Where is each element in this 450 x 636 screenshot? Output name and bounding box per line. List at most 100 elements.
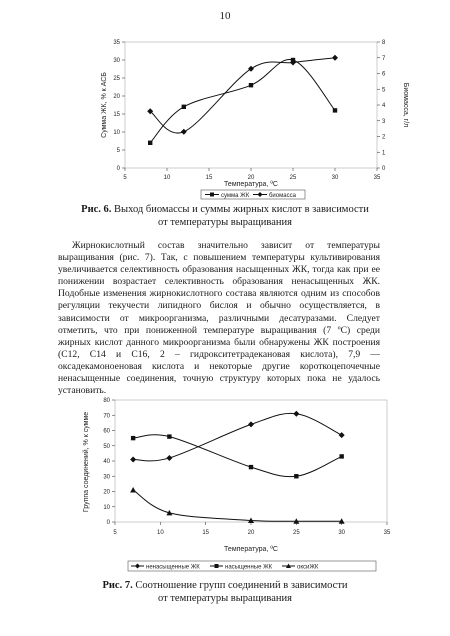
figure-7-legend-box	[127, 560, 377, 572]
figure-6-right-tick-label: 6	[382, 72, 386, 78]
figure-6-caption: Рис. 6. Выход биомассы и суммы жирных ки…	[60, 203, 390, 229]
figure-6-point	[148, 140, 153, 145]
figure-7-x-tick-label: 25	[293, 530, 300, 536]
figure-6-right-ticks: 0 1 2 3 4 5 6 7 8	[377, 40, 386, 172]
figure-7-y-tick-label: 40	[103, 459, 110, 465]
figure-7-point	[293, 518, 300, 524]
figure-6-left-tick-label: 20	[113, 94, 120, 100]
figure-7-point	[167, 434, 172, 439]
figure-6-left-ticks: 0 5 10 15 20 25 30 35	[113, 40, 125, 172]
figure-7-legend-label-1: ненасыщенные ЖК	[146, 565, 200, 571]
figure-7-y-tick-label: 80	[103, 398, 110, 404]
figure-6-point	[332, 108, 338, 113]
figure-7-point	[338, 518, 345, 524]
body-paragraph: Жирнокислотный состав значительно зависи…	[58, 240, 380, 397]
figure-7-y-tick-label: 30	[103, 474, 110, 480]
figure-6-ylabel-left: Сумма ЖК, % к АСБ	[101, 72, 108, 138]
figure-7-point	[166, 509, 173, 516]
figure-7-point	[166, 454, 173, 461]
figure-6-right-tick-label: 2	[382, 135, 386, 141]
figure-7-point	[248, 517, 254, 523]
figure-7-series	[130, 410, 345, 524]
figure-6-series	[147, 54, 338, 145]
figure-7-point	[338, 432, 345, 439]
figure-6-xlabel: Температура, ºС	[224, 181, 278, 188]
figure-7-x-tick-label: 30	[338, 530, 345, 536]
figure-6-legend-box	[200, 189, 306, 200]
figure-6-point	[290, 59, 296, 66]
figure-7-caption: Рис. 7. Соотношение групп соединений в з…	[60, 579, 390, 605]
figure-7-caption-line1: Соотношение групп соединений в зависимос…	[135, 580, 348, 591]
figure-7-point	[339, 454, 344, 459]
figure-6-caption-label: Рис. 6.	[81, 204, 112, 215]
figure-7-caption-label: Рис. 7.	[102, 580, 133, 591]
figure-7-legend: ненасыщенные ЖК насыщенные ЖК оксиЖК	[127, 560, 377, 572]
figure-6-left-tick-label: 0	[117, 166, 121, 172]
figure-6-x-ticks: 5 10 15 20 25 30 35	[123, 168, 381, 181]
figure-7-y-tick-label: 0	[107, 520, 111, 526]
figure-6-legend-label-2: биомасса	[269, 193, 297, 199]
figure-6-point	[248, 65, 254, 72]
figure-6-point	[332, 54, 338, 61]
figure-6-x-tick-label: 35	[374, 175, 381, 181]
figure-6-left-tick-label: 25	[113, 76, 120, 82]
figure-7-x-tick-label: 35	[384, 530, 391, 536]
figure-7-legend-marker-1	[135, 563, 140, 569]
figure-7-x-tick-label: 5	[113, 530, 117, 536]
figure-7-series-line-2	[133, 434, 342, 478]
figure-6-left-tick-label: 15	[113, 112, 120, 118]
figure-6-right-tick-label: 3	[382, 119, 386, 125]
figure-7-series-line-1	[133, 412, 342, 462]
figure-7-y-tick-label: 50	[103, 444, 110, 450]
figure-7-y-ticks: 0 10 20 30 40 50 60 70 80	[103, 398, 115, 526]
figure-6-x-tick-label: 25	[290, 175, 297, 181]
figure-7-point	[248, 464, 254, 470]
figure-7-y-tick-label: 60	[103, 429, 110, 435]
figure-7-y-tick-label: 70	[103, 413, 110, 419]
figure-7-x-tick-label: 10	[157, 530, 164, 536]
figure-7-ylabel: Группа соединений, % к сумме	[82, 412, 90, 512]
figure-6-left-tick-label: 5	[117, 148, 121, 154]
figure-6-x-tick-label: 15	[206, 175, 213, 181]
figure-6-right-tick-label: 5	[382, 87, 386, 93]
figure-6-x-tick-label: 5	[123, 175, 127, 181]
figure-6-legend-marker-1	[210, 192, 214, 197]
figure-6-x-tick-label: 30	[332, 175, 339, 181]
figure-6-right-tick-label: 4	[382, 103, 386, 109]
figure-6-left-tick-label: 30	[113, 58, 120, 64]
figure-6-left-tick-label: 35	[113, 40, 120, 46]
figure-7-legend-label-3: оксиЖК	[297, 565, 319, 571]
figure-6-right-tick-label: 7	[382, 56, 386, 62]
figure-7-point	[248, 421, 254, 428]
figure-6-legend-label-1: сумма ЖК	[221, 193, 250, 199]
figure-6-x-tick-label: 20	[248, 175, 255, 181]
figure-6-ylabel-right: Биомасса, г/л	[402, 83, 409, 127]
figure-6-caption-line2: от температуры выращивания	[158, 217, 292, 228]
figure-7-y-tick-label: 20	[103, 490, 110, 496]
figure-7-point	[294, 474, 299, 479]
figure-7-x-ticks: 5 10 15 20 25 30 35	[113, 522, 391, 536]
figure-6-chart: Сумма ЖК, % к АСБ Биомасса, г/л Температ…	[101, 40, 409, 200]
figure-6-legend: сумма ЖК биомасса	[200, 189, 306, 200]
figure-6-legend-marker-2	[257, 192, 263, 197]
figure-6-right-tick-label: 8	[382, 40, 386, 46]
figure-7-x-tick-label: 20	[248, 530, 255, 536]
figure-7-point	[130, 435, 136, 441]
figure-6-point	[248, 83, 254, 88]
figure-7-legend-marker-3	[286, 563, 291, 568]
figure-6-right-tick-label: 0	[382, 166, 386, 172]
figure-6-point	[180, 128, 187, 135]
figure-7-legend-label-2: насыщенные ЖК	[225, 565, 273, 571]
figure-7-point	[130, 486, 137, 493]
figure-6-left-tick-label: 10	[113, 130, 120, 136]
figure-7-y-tick-label: 10	[103, 505, 110, 511]
figure-7-point	[130, 456, 137, 463]
figure-7-caption-line2: от температуры выращивания	[158, 593, 292, 604]
figure-7-x-tick-label: 15	[202, 530, 209, 536]
figure-7-xlabel: Температура, ºС	[224, 546, 278, 553]
figure-7-series-line-3	[132, 489, 342, 522]
figure-6-point	[147, 108, 154, 115]
figure-6-right-tick-label: 1	[382, 150, 386, 156]
figure-7-legend-marker-2	[214, 564, 219, 568]
